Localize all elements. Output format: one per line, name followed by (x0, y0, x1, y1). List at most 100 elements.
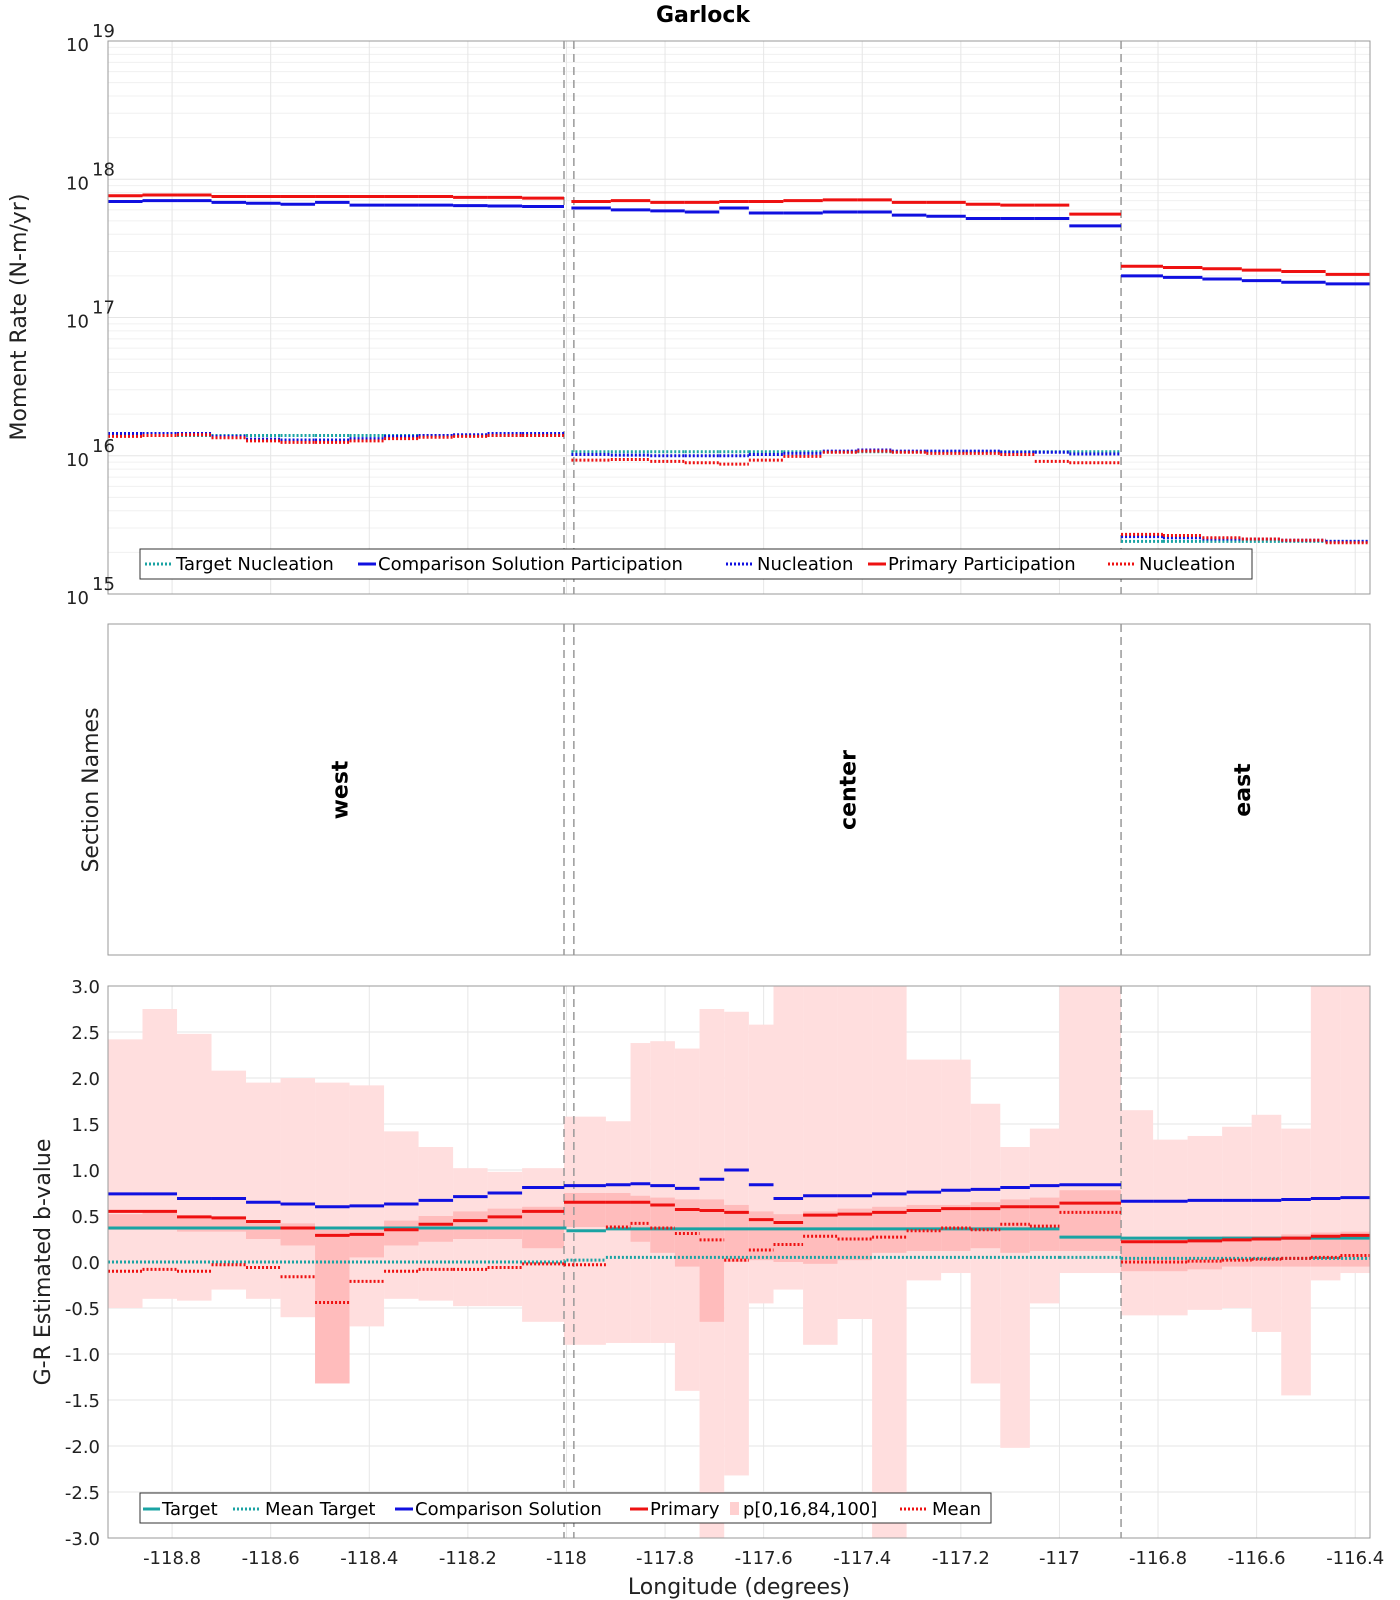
moment-rate-legend-box (139, 548, 1253, 580)
b-value-band-outer (246, 1082, 281, 1299)
x-tick-label: -118.4 (340, 1548, 398, 1569)
x-tick-label: -118.8 (143, 1548, 201, 1569)
b-value-y-tick-label: -3.0 (65, 1529, 100, 1550)
moment-rate-series (108, 193, 1370, 545)
b-value-band-outer (142, 1009, 178, 1299)
moment-rate-legend: Target Nucleation Comparison Solution Pa… (139, 548, 1253, 580)
b-value-y-label: G-R Estimated b-value (31, 1139, 56, 1386)
x-ticks: -118.8 -118.6 -118.4 -118.2 -118 -117.8 -117.6… (143, 1548, 1384, 1569)
b-value-y-ticks: 3.0 2.5 2.0 1.5 1.0 0.5 0.0 -0.5 -1.0 -1.5 -2.0 -2.… (65, 977, 100, 1550)
moment-rate-y-label: Moment Rate (N-m/yr) (7, 194, 32, 441)
x-tick-label: -116.6 (1228, 1548, 1286, 1569)
b-value-band-outer (1251, 1114, 1282, 1332)
moment-rate-y-tick-exponent: 19 (92, 21, 115, 42)
b-value-y-tick-label: -2.0 (65, 1437, 100, 1458)
legend-target-nucleation: Target Nucleation (175, 554, 334, 575)
b-value-band-inner (487, 1208, 523, 1239)
b-value-band-outer (1121, 1110, 1154, 1316)
moment-rate-grid (108, 40, 1370, 595)
b-value-band-outer (630, 1043, 651, 1343)
moment-rate-y-tick-exponent: 16 (92, 436, 115, 457)
moment-rate-y-tick-base: 10 (66, 35, 89, 56)
b-value-y-tick-label: 1.0 (71, 1161, 100, 1182)
x-axis-label: Longitude (degrees) (628, 1575, 850, 1600)
b-value-band-inner (605, 1193, 631, 1230)
b-value-band-inner (453, 1211, 488, 1239)
b-value-y-tick-label: -1.0 (65, 1345, 100, 1366)
legend-band-swatch (730, 1502, 739, 1515)
b-value-y-tick-label: 0.5 (71, 1207, 100, 1228)
b-value-y-tick-label: -0.5 (65, 1299, 100, 1320)
moment-rate-section-boundaries (563, 41, 1122, 594)
x-tick-label: -116.8 (1129, 1548, 1187, 1569)
moment-rate-y-tick-base: 10 (66, 588, 89, 609)
section-names-boundaries (563, 624, 1122, 955)
legend-comparison-nucleation: Nucleation (757, 554, 853, 575)
moment-rate-y-tick-base: 10 (66, 173, 89, 194)
legend-mean-target: Mean Target (265, 1499, 375, 1520)
b-value-band-inner (837, 1208, 873, 1261)
moment-rate-y-tick-base: 10 (66, 450, 89, 471)
b-value-band-inner (563, 1193, 606, 1228)
b-value-band-inner (315, 1229, 350, 1384)
b-value-band-outer (1222, 1126, 1252, 1308)
b-value-band-outer (1310, 986, 1341, 1281)
b-value-band-inner (108, 1214, 143, 1230)
b-value-band-inner (211, 1217, 247, 1232)
legend-target: Target (161, 1499, 218, 1520)
b-value-y-tick-label: -1.5 (65, 1391, 100, 1412)
b-value-y-tick-label: 3.0 (71, 977, 100, 998)
b-value-band-inner (246, 1220, 281, 1239)
b-value-panel: 3.0 2.5 2.0 1.5 1.0 0.5 0.0 -0.5 -1.0 -1.5 -2.0 -2.… (31, 977, 1384, 1600)
legend-comparison-solution: Comparison Solution (415, 1499, 602, 1520)
b-value-band-outer (108, 1039, 143, 1308)
b-value-legend-box (139, 1492, 992, 1524)
x-tick-label: -117.6 (735, 1548, 793, 1569)
b-value-band-inner (1000, 1199, 1030, 1253)
b-value-band-outer (803, 986, 838, 1345)
b-value-legend: Target Mean Target Comparison Solution P… (139, 1492, 992, 1524)
b-value-band-outer (211, 1070, 247, 1290)
b-value-band-inner (1121, 1239, 1154, 1272)
legend-band: p[0,16,84,100] (743, 1499, 877, 1520)
x-tick-label: -118.6 (242, 1548, 300, 1569)
b-value-band-outer (384, 1131, 419, 1299)
b-value-band-outer (605, 1121, 631, 1343)
b-value-y-tick-label: 2.5 (71, 1023, 100, 1044)
b-value-band-outer (748, 1024, 774, 1304)
moment-rate-y-tick-exponent: 17 (92, 298, 115, 319)
x-tick-label: -117.2 (932, 1548, 990, 1569)
section-names-frame (107, 623, 1371, 956)
b-value-band-outer (1340, 986, 1370, 1274)
b-value-y-tick-label: -2.5 (65, 1483, 100, 1504)
b-value-band-outer (280, 1078, 316, 1318)
b-value-band-inner (1059, 1190, 1122, 1251)
section-name-west: west (329, 760, 354, 819)
b-value-band-outer (872, 986, 907, 1538)
section-names-labels: west center east (329, 750, 1256, 830)
b-value-band-inner (724, 1204, 749, 1262)
moment-rate-y-tick-exponent: 15 (92, 574, 115, 595)
section-names-y-label: Section Names (79, 707, 104, 872)
b-value-band-outer (1153, 1139, 1188, 1316)
legend-comparison-participation: Comparison Solution Participation (378, 554, 683, 575)
section-name-center: center (836, 750, 861, 830)
b-value-band-inner (650, 1197, 675, 1253)
legend-primary-participation: Primary Participation (888, 554, 1076, 575)
x-tick-label: -117.4 (833, 1548, 891, 1569)
b-value-band-outer (177, 1033, 212, 1301)
b-value-frame (107, 985, 1371, 1539)
legend-primary-nucleation: Nucleation (1139, 554, 1235, 575)
b-value-percentile-bands (108, 986, 1370, 1538)
b-value-band-inner (1281, 1234, 1311, 1267)
b-value-band-outer (1000, 1147, 1030, 1448)
b-value-band-inner (142, 1211, 178, 1230)
x-tick-label: -118.2 (439, 1548, 497, 1569)
b-value-band-inner (1251, 1236, 1282, 1267)
x-tick-label: -118 (546, 1548, 587, 1569)
b-value-series (108, 1168, 1370, 1304)
moment-rate-y-tick-exponent: 18 (92, 159, 115, 180)
x-tick-label: -116.4 (1326, 1548, 1384, 1569)
